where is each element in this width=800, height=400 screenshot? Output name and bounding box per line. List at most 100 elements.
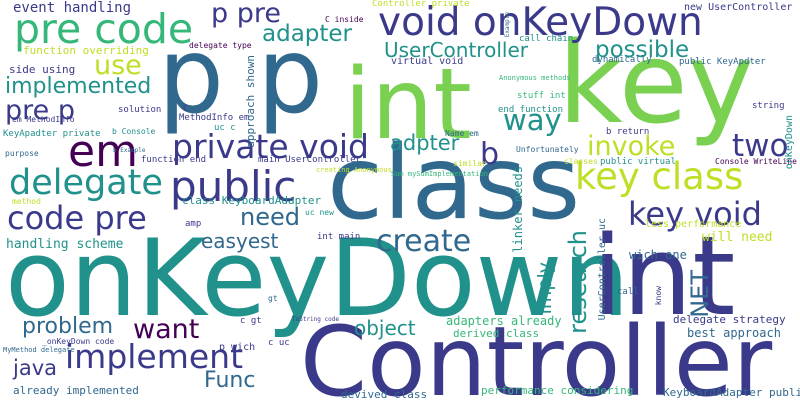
word-methodinfo-em: MethodInfo em (179, 113, 250, 123)
word-need: need (240, 203, 300, 231)
word-new-usercontroller: new UserController (684, 2, 793, 13)
word-use: use (94, 50, 142, 81)
word-c-small: C (183, 104, 189, 114)
word-wich-one: wich one (629, 248, 687, 262)
word-problem: problem (22, 314, 114, 339)
word-class-keyboardadapter: class KeyboardAdapter (182, 194, 322, 207)
word-controller-private: Controller private (372, 0, 470, 9)
word-implemented: implemented (5, 74, 152, 99)
word-mymethod-delegate: MyMethod delegate (3, 346, 75, 354)
word-event-handling: event handling (13, 0, 132, 16)
word-two: two (732, 128, 789, 164)
word-func: Func (204, 368, 256, 393)
word-object: object (354, 316, 416, 340)
word-private-void: private void (172, 127, 370, 166)
word-adapters-already: adapters already (446, 314, 562, 328)
word-b: b (480, 137, 500, 172)
word-console-writeline: Console WriteLine (715, 157, 797, 166)
word-amp: amp (185, 219, 202, 229)
word-handling-scheme: handling scheme (6, 237, 124, 252)
word-will-need: will need (702, 230, 773, 245)
word-b-return: b return (606, 127, 650, 137)
word-pre-code: pre code (14, 5, 194, 53)
word-onkeydown-code: _onKeyDown code (42, 337, 115, 346)
word-void-onkeydown: void onKeyDown (378, 0, 703, 45)
word-function-overriding: function overriding (23, 44, 149, 57)
word-keyapadter-private: KeyApadter private (3, 129, 101, 139)
word-em-methodinfo: em MethodInfo (12, 115, 75, 124)
word-onkeydown: onKeyDown (5, 217, 630, 340)
word-net: NET (686, 270, 714, 318)
word-purpose: purpose (5, 149, 39, 158)
word-key-big: key (558, 19, 755, 149)
word-tostring-code: ToString code (292, 316, 339, 323)
word-key-void: key void (628, 195, 762, 233)
word-derived-class: derived class (453, 327, 540, 340)
word-gt: gt (268, 294, 278, 303)
word-adpter: adpter (390, 131, 460, 155)
word-side-using: side using (9, 63, 76, 76)
word-public-virtual: public virtual (600, 157, 676, 167)
word-int-big: int (592, 212, 736, 340)
word-string: string (752, 101, 785, 111)
word-best-approach: best approach (687, 326, 781, 340)
word-easyest: easyest (201, 229, 279, 253)
word-public: public (170, 162, 297, 211)
word-usercontroller: UserController (384, 38, 528, 62)
word-imply: imply (534, 262, 556, 315)
word-uc-new: uc new (305, 208, 334, 217)
word-c-inside: C inside (325, 15, 364, 24)
word-adapter: adapter (262, 21, 353, 47)
word-code-pre: code pre (7, 199, 147, 237)
word-name-em: Name em (445, 129, 479, 138)
word-c-uc: c uc (268, 338, 290, 348)
word-approach-shown: approach shown (244, 55, 257, 148)
word-stuff-int: stuff int (517, 91, 566, 101)
word-int-main: int main (317, 232, 361, 242)
word-virtual-void: virtual void (391, 56, 464, 67)
word-p-p: p p (158, 15, 324, 137)
word-already-implemented: already implemented (13, 384, 139, 397)
word-want: want (133, 314, 200, 345)
word-pre-p: pre p (5, 95, 75, 126)
word-create: create (376, 224, 472, 259)
word-example: Example (504, 12, 511, 38)
word-call-chain: call chain (519, 34, 574, 44)
word-performance-considering: performance considering (481, 384, 634, 397)
word-devived-class: devived class (341, 388, 428, 400)
word-creating-anonymous: creating Anonymous (316, 166, 392, 174)
word-delegate-type: delegate type (189, 41, 252, 50)
word-solution: solution (118, 105, 162, 115)
word-similar: similar (453, 159, 487, 168)
word-linker-needs: linker needs (511, 166, 525, 253)
word-implement: implement (65, 337, 244, 376)
word-possible: possible (595, 37, 690, 63)
word-b-example: b Example (113, 147, 146, 154)
word-keyboardadapter-public: KeyboardAdapter public (663, 386, 800, 399)
word-know: know (654, 286, 663, 306)
word-java: java (13, 356, 57, 380)
word-class-big: class (327, 124, 581, 243)
word-b-console: b Console (112, 127, 156, 136)
word-int-top: int (344, 48, 472, 162)
word-classes: classes (564, 157, 598, 166)
word-research: research (564, 230, 592, 334)
word-dynamically: dynamically (592, 55, 652, 65)
word-method: method (12, 197, 41, 206)
word-usercontroller-uc: UserController uc (597, 218, 608, 321)
word-p-pre: p pre (211, 0, 281, 29)
word-delegate-strategy: delegate strategy (673, 313, 786, 326)
word-less-performance: less performance (645, 219, 742, 230)
word-sum-mysumimplementation: Sum mySumImplementation (391, 170, 488, 178)
word-invoke: invoke (587, 131, 676, 162)
word-unfortunately: Unfortunately (516, 145, 579, 154)
word-key-class: key class (575, 155, 744, 198)
word-delegate: delegate (9, 163, 163, 203)
word-end-function: end function (498, 105, 564, 115)
word-anonymous-methods: Anonymous methods (499, 74, 571, 82)
word-public-keyapdter: public KeyApdter (679, 57, 766, 67)
word-call: call (617, 287, 639, 297)
word-way: way (503, 103, 562, 137)
word-controller: Controller (300, 306, 773, 400)
